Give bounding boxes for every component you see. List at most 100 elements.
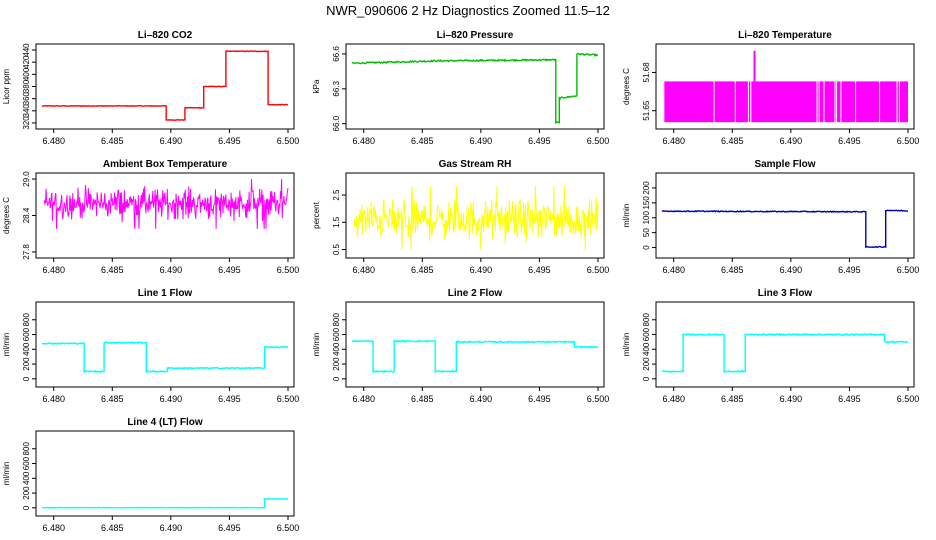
chart-title: Li–820 Temperature [738,30,832,41]
y-tick-label: 0 [22,505,31,510]
y-axis-label: kPa [312,79,321,93]
data-series-line [43,178,289,229]
y-tick-label: 27.8 [22,244,31,260]
plot-frame [655,172,915,259]
x-tick-label: 6.490 [470,136,493,146]
plot-frame [35,172,295,259]
plot-frame [35,430,295,517]
y-tick-label: 400 [332,342,341,356]
y-tick-label: 400 [22,471,31,485]
y-axis-label: degrees C [2,197,11,234]
x-tick-label: 6.500 [277,265,300,275]
data-series-line [41,341,289,374]
y-tick-label: 66.6 [332,46,341,62]
y-tick-label: 29.0 [22,171,31,187]
data-series-line [661,332,909,374]
x-tick-label: 6.480 [352,394,375,404]
data-series-line [351,339,599,374]
x-tick-label: 6.490 [780,394,803,404]
y-axis-label: degrees C [622,68,631,105]
x-tick-label: 6.480 [352,136,375,146]
y-tick-label: 600 [22,327,31,341]
x-tick-label: 6.500 [897,394,920,404]
x-tick-label: 6.495 [528,136,551,146]
x-tick-label: 6.485 [411,265,434,275]
chart-panel-5: Gas Stream RH 6.480 6.485 6.490 6.495 6.500 0.… [312,159,609,275]
y-tick-label: 2.5 [332,189,341,201]
chart-panel-7: Line 1 Flow 6.480 6.485 6.490 6.495 6.500 0 200… [2,288,299,404]
y-tick-label: 800 [642,313,651,327]
chart-title: Line 2 Flow [448,288,503,299]
x-tick-label: 6.495 [218,394,241,404]
data-series-band [664,81,908,123]
x-tick-label: 6.480 [352,265,375,275]
x-tick-label: 6.490 [470,394,493,404]
y-tick-label: 66.0 [332,115,341,131]
y-tick-label: 200 [642,357,651,371]
x-tick-label: 6.500 [587,394,610,404]
y-axis-label: ml/min [622,204,631,228]
plot-frame [655,301,915,388]
y-tick-label: 600 [642,327,651,341]
y-axis-label: ml/min [312,333,321,357]
x-tick-label: 6.500 [897,136,920,146]
x-tick-label: 6.485 [721,394,744,404]
x-tick-label: 6.495 [218,136,241,146]
y-tick-label: 800 [22,442,31,456]
y-tick-label: 200 [22,486,31,500]
plot-frame [345,301,605,388]
data-series-line [351,52,599,125]
x-tick-label: 6.490 [160,265,183,275]
x-tick-label: 6.485 [101,136,124,146]
x-tick-label: 6.495 [838,136,861,146]
chart-title: Line 3 Flow [758,288,813,299]
y-tick-label: 51.65 [642,100,651,121]
chart-panel-8: Line 2 Flow 6.480 6.485 6.490 6.495 6.500 0 200… [312,288,609,404]
plot-frame [35,43,295,130]
chart-panel-10: Line 4 (LT) Flow 6.480 6.485 6.490 6.495 6.50… [2,417,299,533]
x-tick-label: 6.500 [587,136,610,146]
y-axis-label: Licor ppm [2,69,11,104]
y-tick-label: 380 [22,79,31,93]
x-tick-label: 6.500 [277,523,300,533]
y-tick-label: 1.5 [332,216,341,228]
y-tick-label: 0 [22,376,31,381]
x-tick-label: 6.490 [160,394,183,404]
x-tick-label: 6.495 [218,265,241,275]
x-tick-label: 6.485 [411,136,434,146]
chart-title: Line 4 (LT) Flow [127,417,203,428]
chart-title: Li–820 CO2 [138,30,193,41]
y-axis-label: percent [312,201,321,228]
y-tick-label: 66.3 [332,80,341,96]
y-tick-label: 200 [332,357,341,371]
x-tick-label: 6.490 [160,523,183,533]
y-tick-label: 0.5 [332,243,341,255]
y-tick-label: 360 [22,91,31,105]
data-series-line [42,498,288,509]
y-tick-label: 28.4 [22,207,31,223]
chart-panel-6: Sample Flow 6.480 6.485 6.490 6.495 6.500 0 50 1… [622,159,919,275]
y-tick-label: 340 [22,104,31,118]
chart-title: Ambient Box Temperature [103,159,228,170]
x-tick-label: 6.495 [528,265,551,275]
y-tick-label: 320 [22,116,31,130]
x-tick-label: 6.490 [470,265,493,275]
y-tick-label: 200 [22,357,31,371]
chart-title: Sample Flow [754,159,815,170]
x-tick-label: 6.480 [662,136,685,146]
x-tick-label: 6.495 [528,394,551,404]
x-tick-label: 6.480 [42,265,65,275]
y-tick-label: 440 [22,43,31,57]
x-tick-label: 6.500 [277,394,300,404]
chart-title: Line 1 Flow [138,288,193,299]
y-tick-label: 400 [642,342,651,356]
plot-frame [35,301,295,388]
y-tick-label: 51.68 [642,62,651,83]
chart-title: Li–820 Pressure [437,30,514,41]
x-tick-label: 6.490 [780,136,803,146]
y-tick-label: 400 [22,67,31,81]
y-tick-label: 0 [642,376,651,381]
data-series-line [353,186,599,250]
y-tick-label: 600 [332,327,341,341]
